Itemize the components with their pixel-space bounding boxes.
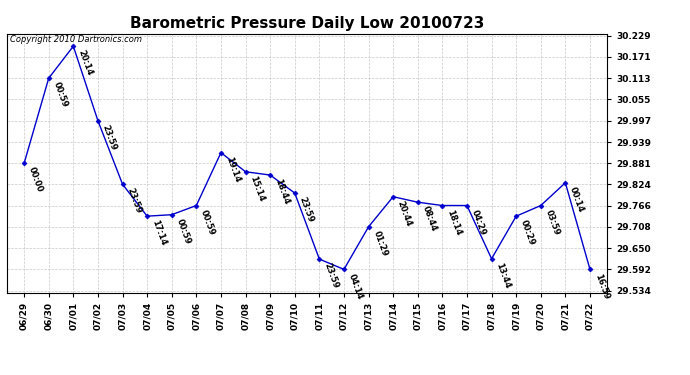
- Text: 08:44: 08:44: [420, 205, 438, 233]
- Text: 04:29: 04:29: [470, 208, 487, 236]
- Text: 00:14: 00:14: [568, 186, 586, 214]
- Text: 19:14: 19:14: [224, 156, 241, 184]
- Text: 00:29: 00:29: [519, 219, 536, 247]
- Text: 00:59: 00:59: [52, 81, 69, 109]
- Text: 23:59: 23:59: [126, 187, 143, 215]
- Text: 23:59: 23:59: [322, 262, 339, 290]
- Text: 16:59: 16:59: [593, 272, 611, 300]
- Text: 00:59: 00:59: [199, 208, 217, 236]
- Text: Copyright 2010 Dartronics.com: Copyright 2010 Dartronics.com: [10, 35, 142, 44]
- Text: 04:14: 04:14: [347, 272, 364, 300]
- Text: 23:59: 23:59: [297, 196, 315, 224]
- Text: 00:00: 00:00: [27, 166, 44, 194]
- Title: Barometric Pressure Daily Low 20100723: Barometric Pressure Daily Low 20100723: [130, 16, 484, 31]
- Text: 20:44: 20:44: [396, 200, 413, 228]
- Text: 18:44: 18:44: [273, 178, 290, 206]
- Text: 01:29: 01:29: [371, 230, 389, 258]
- Text: 17:14: 17:14: [150, 219, 168, 247]
- Text: 00:59: 00:59: [175, 217, 192, 246]
- Text: 18:14: 18:14: [445, 208, 463, 237]
- Text: 03:59: 03:59: [544, 208, 561, 236]
- Text: 13:44: 13:44: [494, 261, 512, 290]
- Text: 23:59: 23:59: [101, 123, 118, 152]
- Text: 15:14: 15:14: [248, 174, 266, 203]
- Text: 20:14: 20:14: [76, 49, 94, 77]
